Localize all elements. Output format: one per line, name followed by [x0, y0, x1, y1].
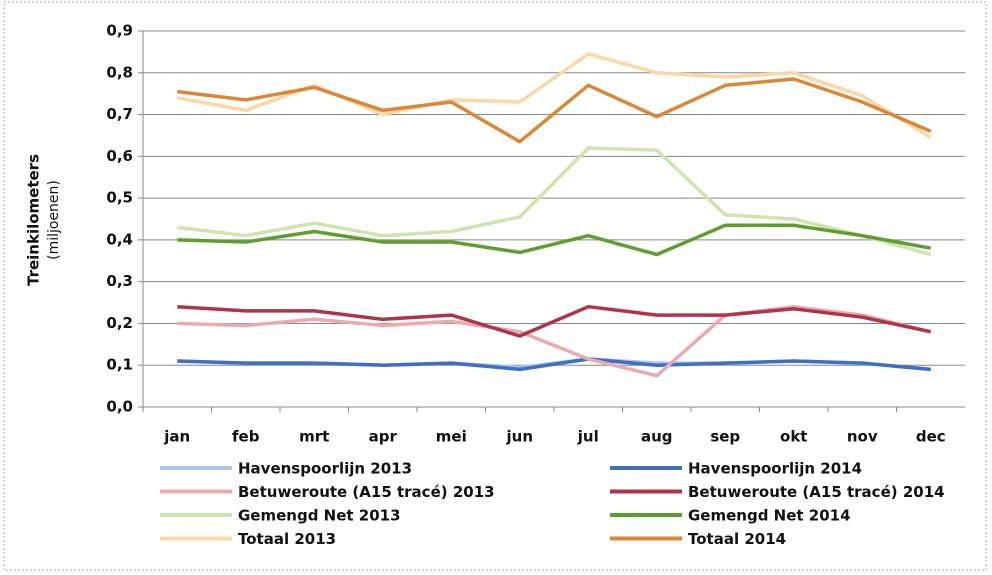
chart-frame [3, 1, 987, 571]
x-tick-label: dec [916, 428, 946, 446]
x-tick-label: aug [641, 428, 673, 446]
x-tick-label: jan [163, 428, 190, 446]
series-line [177, 304, 932, 378]
y-tick-label: 0,1 [106, 356, 133, 374]
x-tick-label: sep [710, 428, 740, 446]
y-tick-label: 0,5 [106, 189, 133, 207]
y-axis-title: Treinkilometers (miljoenen) [25, 154, 63, 286]
series-line [177, 146, 932, 257]
legend-label: Totaal 2013 [238, 530, 336, 548]
x-tick-label: okt [780, 428, 807, 446]
x-tick-label: mrt [299, 428, 329, 446]
legend-label: Gemengd Net 2014 [688, 507, 851, 525]
y-tick-label: 0,7 [106, 105, 133, 123]
y-tick-label: 0,3 [106, 272, 133, 290]
legend-label: Gemengd Net 2013 [238, 507, 401, 525]
y-axis-label: Treinkilometers [25, 154, 43, 286]
y-tick-label: 0,4 [106, 230, 133, 248]
x-tick-label: nov [847, 428, 878, 446]
legend-label: Betuweroute (A15 tracé) 2014 [688, 483, 945, 501]
series-line [177, 77, 932, 144]
legend-label: Havenspoorlijn 2013 [238, 460, 412, 478]
y-tick-label: 0,0 [106, 398, 133, 416]
x-tick-label: apr [369, 428, 398, 446]
series-line [177, 357, 931, 372]
series-line [177, 223, 932, 257]
y-tick-label: 0,6 [106, 147, 133, 165]
y-tick-label: 0,2 [106, 314, 133, 332]
x-tick-label: jul [577, 428, 599, 446]
series-line [177, 304, 932, 338]
x-tick-label: mei [436, 428, 467, 446]
x-tick-label: feb [232, 428, 260, 446]
y-axis-unit: (miljoenen) [46, 180, 62, 260]
legend-label: Totaal 2014 [688, 530, 786, 548]
y-tick-label: 0,8 [106, 63, 133, 81]
legend-label: Betuweroute (A15 tracé) 2013 [238, 483, 495, 501]
y-tick-label: 0,9 [106, 22, 133, 40]
x-tick-label: jun [506, 428, 534, 446]
legend-label: Havenspoorlijn 2014 [688, 460, 862, 478]
